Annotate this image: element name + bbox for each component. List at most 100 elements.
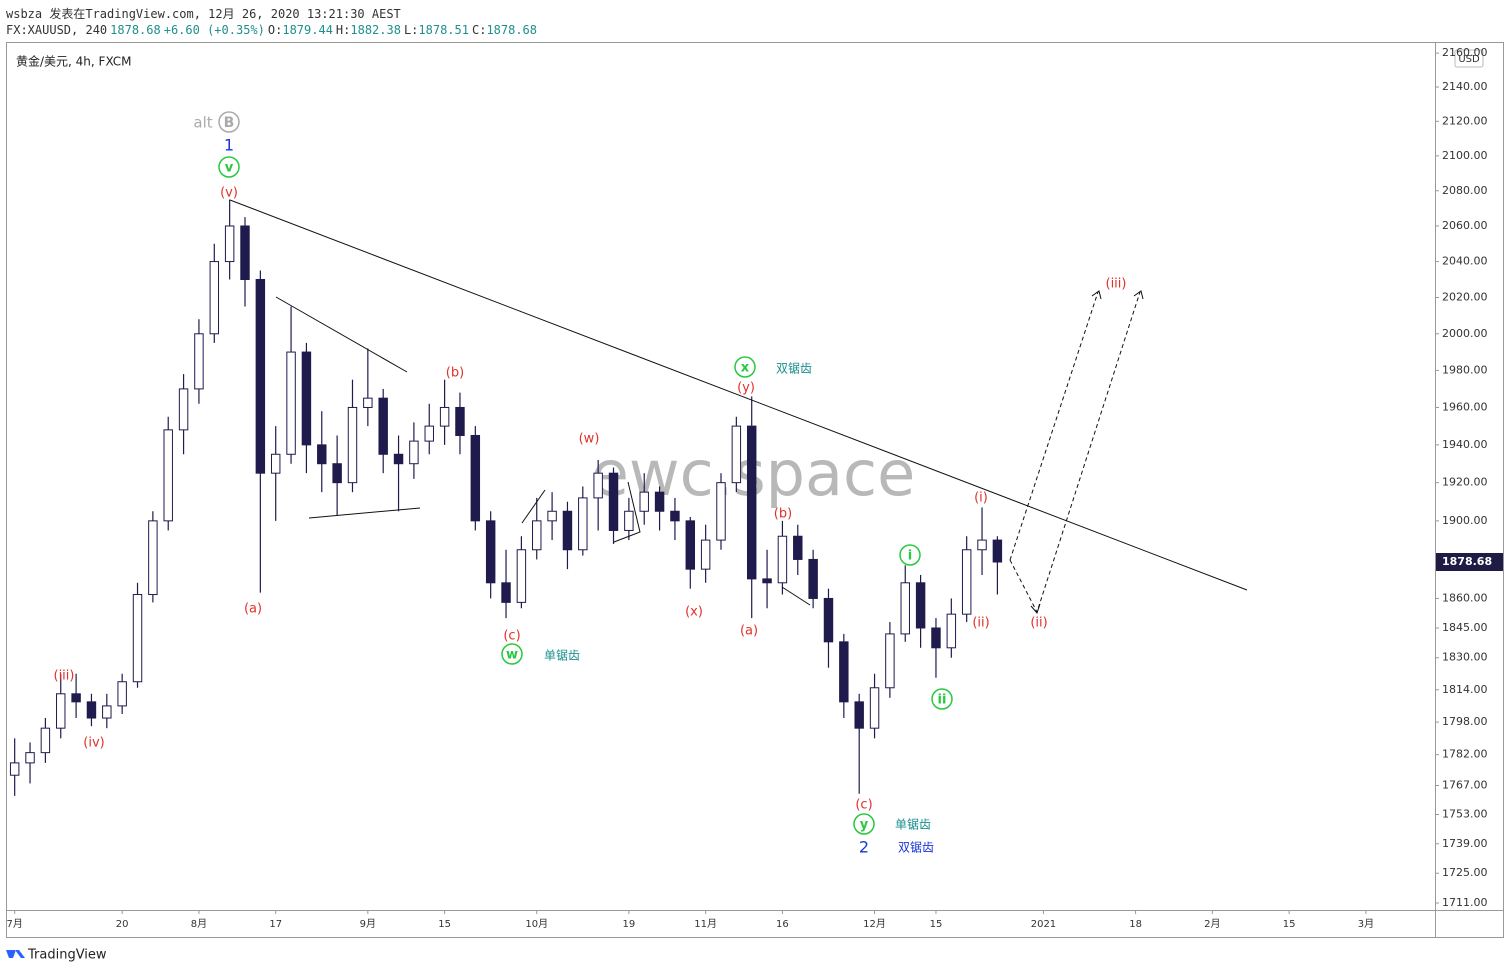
ohlc-item: 1882.38 [350,23,401,37]
x-tick-label: 12月 [863,918,886,930]
wave-circle [218,156,240,178]
trendline [521,489,546,524]
candle-body [347,406,358,484]
last: 1878.68 [110,23,161,37]
candle-body [532,520,542,551]
candle-body [301,351,312,446]
wave-label: (y) [737,381,755,396]
wave-label: 单锯齿 [544,648,580,663]
ohlc-item: 1879.44 [282,23,333,37]
ohlc: O:1879.44 H:1882.38 L:1878.51 C:1878.68 [268,23,540,37]
x-tick-label: 2月 [1204,918,1220,930]
candle-body [485,520,496,584]
wave-label: (b) [446,366,464,381]
wave-label: 2 [859,838,869,857]
y-tick-label: 1798.00 [1442,715,1488,728]
wave-label: alt [193,114,212,132]
candle-body [409,440,419,465]
wave-circle [899,544,921,566]
candle-body [178,388,189,431]
wave-label: (iv) [83,736,104,751]
trendline [308,507,421,519]
candle-body [516,549,527,603]
x-tick-label: 19 [623,919,636,930]
candle-body [393,453,404,465]
change: +6.60 (+0.35%) [163,23,265,37]
y-tick-label: 2000.00 [1442,327,1488,340]
candle-body [132,594,143,683]
currency-badge [1454,49,1484,68]
y-tick-label: 1814.00 [1442,683,1488,696]
y-tick-label: 2060.00 [1442,219,1488,232]
candle-body [608,472,619,531]
y-tick-label: 1980.00 [1442,363,1488,376]
candle-body [501,582,511,603]
wave-label: x [741,361,750,376]
y-tick-label: 2020.00 [1442,290,1488,303]
projection [1009,291,1141,614]
candle-body [194,333,204,390]
wave-label: (i) [974,491,988,506]
ohlc-item: 1878.68 [486,23,538,37]
footer: TradingView [27,948,107,963]
y-tick-label: 2140.00 [1442,80,1488,93]
candle-body [286,351,296,455]
ohlc-line: FX:XAUUSD, 240 1878.68 +6.60 (+0.35%) O:187… [6,23,543,37]
marks [9,199,1003,796]
candle-body [270,453,281,474]
ohlc-item: C: [471,23,487,37]
candle-body [992,539,1003,563]
x-tick-label: 7月 [6,918,22,930]
candle-body [885,633,895,689]
candle-body [624,510,634,531]
y-tick-label: 2040.00 [1442,255,1488,268]
tv-logo [6,950,25,958]
candle-body [900,582,910,635]
candle-body [547,510,557,522]
wave-label: (v) [220,186,238,201]
wave-label: (ii) [1030,616,1047,631]
candle-body [56,693,66,729]
candle-body [746,425,757,580]
candle-body [86,701,97,719]
wave-label: (a) [244,602,262,617]
candle-body [240,225,250,280]
frame [6,42,1504,938]
wave-label: (iii) [1106,277,1127,292]
wave-label: 1 [224,136,234,155]
candle-body [639,491,649,512]
candle-body [455,406,465,436]
y-tick-label: 2120.00 [1442,114,1488,127]
wave-label: 双锯齿 [776,361,812,376]
candle-body [716,482,726,541]
x-tick-label: 16 [776,919,789,930]
wave-circle [931,688,953,710]
candle-body [163,429,173,522]
candle-body [777,535,788,584]
y-tick-label: 1920.00 [1442,476,1488,489]
y-tick-label: 1739.00 [1442,837,1488,850]
wave-label: (a) [740,624,758,639]
wave-label: (ii) [972,616,989,631]
wave-label: (x) [685,605,703,620]
wave-label: (iii) [54,669,75,684]
y-tick-label: 1725.00 [1442,866,1488,879]
candle-body [654,491,665,512]
ohlc-item: 1878.51 [418,23,469,37]
candle-body [839,641,849,703]
y-tick-label: 1782.00 [1442,748,1488,761]
wave-label: ii [938,693,947,708]
y-tick-label: 1940.00 [1442,438,1488,451]
candle-body [317,444,327,465]
y-tick-label: 1753.00 [1442,808,1488,821]
trendline [275,296,408,373]
candle-body [931,627,941,649]
candle-body [25,752,35,764]
wave-label: 双锯齿 [898,840,934,855]
candle-body [102,705,112,719]
candle-body [117,681,127,707]
x-tick-label: 15 [438,919,451,930]
wave-circle [853,813,875,835]
x-tick-label: 9月 [360,918,376,930]
